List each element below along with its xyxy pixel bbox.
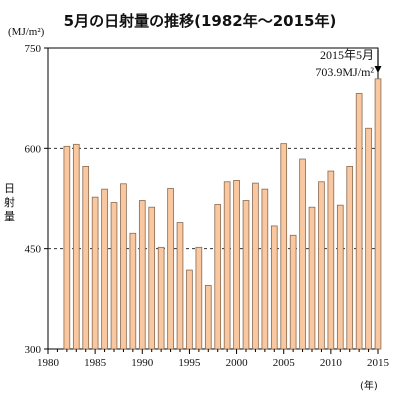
bar-1994 — [176, 222, 184, 350]
x-tick-label-2005: 2005 — [273, 357, 296, 369]
annotation-arrow-head — [374, 66, 382, 73]
y-unit-label: (MJ/m²) — [8, 26, 45, 38]
x-axis-unit: (年) — [360, 381, 378, 392]
bar-2007 — [299, 158, 306, 350]
bar-1999 — [223, 181, 231, 350]
bar-1985 — [91, 196, 99, 350]
bar-2000 — [233, 180, 240, 350]
bar-1991 — [148, 206, 156, 350]
y-tick-label-600: 600 — [25, 143, 42, 155]
x-tick-label-2010: 2010 — [320, 357, 343, 369]
bar-2002 — [252, 182, 259, 350]
bar-2004 — [270, 225, 278, 350]
bar-2013 — [355, 93, 363, 350]
y-tick-label-750: 750 — [25, 43, 42, 55]
bar-2005 — [280, 143, 288, 350]
bar-1986 — [101, 188, 108, 350]
bar-2012 — [346, 165, 354, 350]
bar-2009 — [318, 181, 325, 350]
bar-1992 — [157, 246, 165, 350]
x-tick-label-1980: 1980 — [37, 357, 60, 369]
bar-2011 — [336, 204, 344, 350]
annotation: 2015年5月 703.9MJ/m² — [282, 47, 374, 81]
bar-1990 — [138, 200, 146, 350]
chart-title: 5月の日射量の推移(1982年～2015年) — [63, 12, 337, 30]
bar-1995 — [186, 269, 193, 350]
bar-2014 — [365, 127, 372, 350]
bar-1982 — [63, 145, 71, 350]
x-tick-label-2015: 2015 — [367, 357, 390, 369]
x-tick-label-1990: 1990 — [131, 357, 154, 369]
annotation-line-2: 703.9MJ/m² — [315, 65, 374, 79]
bar-1996 — [195, 246, 203, 350]
bar-1984 — [82, 165, 90, 350]
bar-2010 — [327, 170, 335, 350]
bar-1997 — [204, 285, 212, 350]
bar-2003 — [261, 188, 269, 350]
x-tick-label-1985: 1985 — [84, 357, 107, 369]
y-tick-label-450: 450 — [25, 244, 42, 256]
y-axis-label: 日射量 — [4, 182, 15, 223]
bar-1989 — [129, 232, 137, 350]
x-tick-label-1995: 1995 — [178, 357, 201, 369]
bar-2006 — [289, 234, 297, 350]
bar-1987 — [110, 202, 118, 350]
bar-1983 — [72, 143, 80, 350]
bar-2015 — [374, 78, 382, 350]
bar-1993 — [167, 188, 174, 350]
annotation-line-1: 2015年5月 — [319, 48, 374, 62]
bar-2001 — [242, 200, 250, 350]
bar-1988 — [120, 183, 127, 350]
y-tick-label-300: 300 — [25, 344, 42, 356]
x-tick-label-2000: 2000 — [226, 357, 249, 369]
bar-2008 — [308, 206, 316, 350]
bar-1998 — [214, 204, 222, 350]
